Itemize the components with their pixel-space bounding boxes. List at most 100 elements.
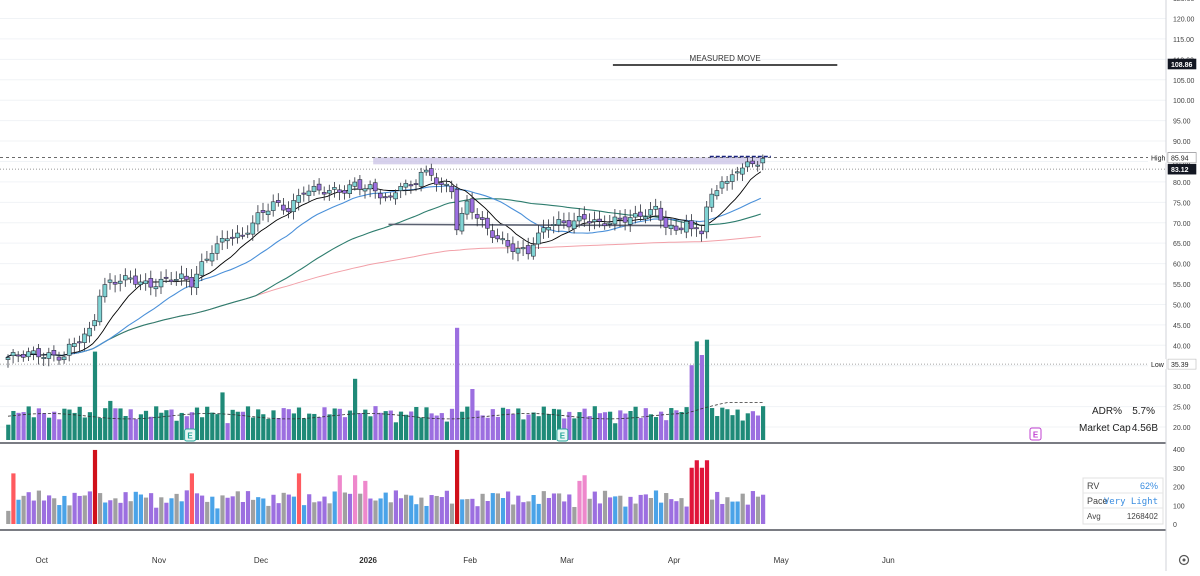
volume-bar: [414, 406, 419, 440]
candle-body: [230, 236, 235, 239]
candle-body: [26, 351, 31, 358]
rv-bar: [755, 496, 761, 524]
candle-body: [724, 180, 730, 184]
candle-body: [428, 168, 434, 176]
volume-bar: [220, 392, 225, 440]
candle-body: [5, 357, 11, 360]
rv-bar: [342, 492, 347, 524]
rv-value: 62%: [1140, 481, 1158, 491]
candle-body: [72, 343, 77, 347]
rv-bar: [480, 493, 485, 524]
rv-bar: [307, 494, 312, 524]
volume-bar: [317, 417, 322, 440]
rv-bar: [138, 494, 143, 524]
candle-body: [398, 186, 404, 191]
volume-bar: [455, 327, 460, 440]
candle-body: [383, 196, 388, 199]
candle-body: [174, 279, 179, 281]
candle-body: [301, 192, 307, 195]
candle-body: [235, 232, 240, 239]
rv-bar: [47, 495, 52, 524]
rv-bar: [72, 492, 77, 524]
rv-bar: [353, 475, 358, 524]
candle-body: [275, 200, 281, 203]
rv-bar: [169, 498, 174, 524]
rv-bar: [240, 501, 245, 524]
volume-bar: [618, 410, 623, 440]
candle-body: [423, 169, 429, 173]
price-tick-label: 30.00: [1173, 384, 1191, 391]
rv-bar: [429, 495, 434, 524]
volume-bar: [337, 408, 342, 440]
volume-bar: [419, 417, 424, 440]
rv-bar: [608, 497, 613, 524]
candle-body: [92, 320, 97, 327]
rv-bar: [638, 494, 643, 524]
candle-body: [490, 230, 495, 238]
volume-bar: [490, 409, 495, 440]
adr-value: 5.7%: [1132, 406, 1155, 417]
rv-bar: [143, 497, 149, 524]
volume-bar: [500, 407, 506, 440]
price-axis[interactable]: 20.0025.0030.0035.0040.0045.0050.0055.00…: [1148, 0, 1200, 531]
rv-bar: [98, 493, 103, 524]
candle-body: [699, 230, 704, 235]
rv-bar: [225, 497, 230, 524]
rv-bar: [485, 501, 490, 524]
rv-bar: [87, 491, 92, 524]
volume-bar: [302, 418, 307, 440]
volume-average-line: [7, 402, 763, 420]
volume-bar: [179, 412, 184, 440]
candle-body: [617, 217, 623, 220]
market-cap-label: Market Cap: [1079, 423, 1131, 434]
price-tick-label: 120.00: [1173, 17, 1195, 24]
candle-body: [123, 275, 128, 281]
price-tick-label: 40.00: [1173, 343, 1191, 350]
time-tick-label: Apr: [668, 556, 681, 565]
volume-bar: [72, 412, 77, 440]
rv-bar: [669, 499, 674, 524]
candle-body: [66, 343, 72, 356]
volume-bar: [26, 406, 31, 440]
volume-bar: [679, 411, 684, 440]
volume-bar: [347, 410, 353, 440]
rv-bar: [557, 493, 562, 524]
candle-body: [138, 281, 143, 285]
annotations: MEASURED MOVE E E E: [184, 54, 1042, 442]
rv-bar: [286, 494, 291, 524]
settings-gear-icon[interactable]: [1178, 554, 1190, 566]
rv-bar: [6, 510, 11, 524]
candle-body: [683, 221, 689, 233]
rv-bar: [337, 475, 342, 524]
volume-bar: [210, 412, 215, 440]
time-tick-label: Nov: [152, 556, 166, 565]
rv-bar: [613, 496, 618, 524]
volume-bar: [526, 414, 531, 440]
rv-bar: [577, 480, 582, 524]
price-badge-label: 35.39: [1171, 362, 1189, 369]
volume-bar: [77, 406, 82, 440]
rv-box-frame: [1082, 477, 1164, 525]
volume-bar: [327, 414, 332, 440]
candle-body: [102, 284, 108, 298]
rv-bar: [750, 491, 755, 524]
volume-bar: [342, 417, 347, 440]
price-tick-label: 95.00: [1173, 119, 1191, 126]
stats-box: ADR% 5.7% Market Cap 4.56B: [1079, 406, 1158, 434]
price-tick-label: 100.00: [1173, 98, 1195, 105]
relative-volume-bars: [6, 449, 766, 524]
rv-bar: [327, 503, 332, 524]
price-tick-label: 85.00: [1173, 159, 1191, 166]
rv-bar: [113, 498, 118, 524]
rv-bar: [679, 498, 684, 524]
candle-body: [505, 240, 511, 247]
time-axis[interactable]: Oct Nov Dec 2026 Feb Mar Apr May Jun: [35, 556, 894, 565]
earnings-icon-label: E: [1033, 431, 1039, 440]
rv-tick-label: 300: [1173, 466, 1185, 473]
rv-bar: [271, 494, 276, 524]
candle-body: [571, 220, 577, 230]
price-tick-label: 60.00: [1173, 262, 1191, 269]
rv-bar: [383, 492, 388, 524]
price-tick-label: 90.00: [1173, 139, 1191, 146]
